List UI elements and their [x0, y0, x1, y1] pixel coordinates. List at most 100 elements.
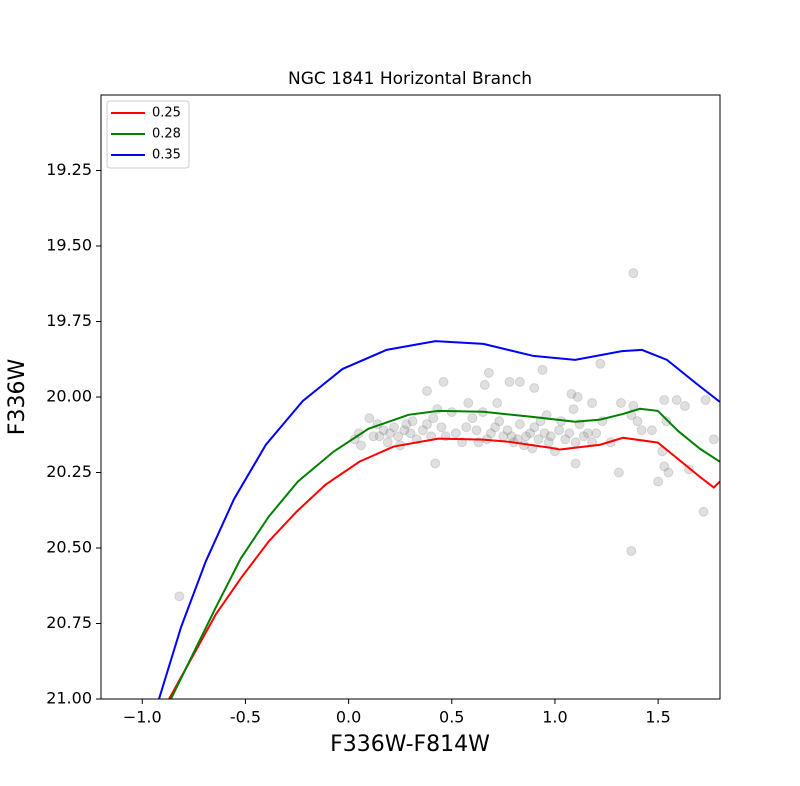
scatter-point	[504, 376, 515, 387]
y-tick-label: 19.50	[46, 236, 92, 255]
scatter-point	[355, 440, 366, 451]
scatter-point	[679, 401, 690, 412]
scatter-point	[378, 425, 389, 436]
scatter-point	[671, 395, 682, 406]
y-tick-label: 20.25	[46, 462, 92, 481]
y-tick-label: 20.75	[46, 613, 92, 632]
scatter-point	[568, 404, 579, 415]
scatter-point	[659, 461, 670, 472]
scatter-point	[521, 431, 532, 442]
scatter-point	[626, 546, 637, 557]
scatter-point	[595, 358, 606, 369]
line-series	[170, 407, 720, 699]
scatter-point	[492, 398, 503, 409]
scatter-point	[545, 431, 556, 442]
scatter-point	[174, 591, 185, 602]
scatter-point	[636, 425, 647, 436]
scatter-point	[374, 431, 385, 442]
line-series	[168, 436, 720, 699]
scatter-point	[405, 428, 416, 439]
scatter-point	[514, 419, 525, 430]
x-tick-label: -0.5	[230, 708, 261, 727]
scatter-point	[615, 398, 626, 409]
scatter-point	[646, 425, 657, 436]
scatter-point	[430, 458, 441, 469]
scatter-point	[401, 419, 412, 430]
scatter-point	[560, 434, 571, 445]
scatter-point	[393, 431, 404, 442]
scatter-point	[490, 422, 501, 433]
scatter-point	[422, 419, 433, 430]
scatter-point	[554, 425, 565, 436]
scatter-point	[566, 388, 577, 399]
scatter-point	[494, 416, 505, 427]
scatter-point	[537, 364, 548, 375]
scatter-point	[564, 428, 575, 439]
y-tick-label: 19.75	[46, 311, 92, 330]
scatter-point	[708, 434, 719, 445]
scatter-point	[483, 367, 494, 378]
scatter-point	[364, 413, 375, 424]
scatter-point	[529, 382, 540, 393]
plot-area	[158, 268, 720, 699]
scatter-point	[514, 376, 525, 387]
x-axis-label: F336W-F814W	[330, 732, 490, 757]
scatter-point	[632, 416, 643, 427]
legend-label: 0.25	[152, 106, 181, 121]
x-tick-label: 0.5	[439, 708, 464, 727]
scatter-point	[570, 437, 581, 448]
legend-label: 0.28	[152, 127, 181, 142]
x-tick-label: 1.0	[542, 708, 567, 727]
scatter-point	[628, 268, 639, 279]
scatter-point	[438, 376, 449, 387]
scatter-point	[422, 385, 433, 396]
scatter-point	[368, 431, 379, 442]
scatter-point	[388, 422, 399, 433]
scatter-point	[587, 398, 598, 409]
scatter-point	[661, 416, 672, 427]
line-series	[158, 340, 720, 699]
x-tick-label: 1.5	[645, 708, 670, 727]
y-tick-label: 21.00	[46, 689, 92, 708]
chart-title: NGC 1841 Horizontal Branch	[288, 69, 532, 89]
scatter-point	[384, 428, 395, 439]
y-axis-label: F336W	[5, 359, 30, 436]
scatter-point	[417, 425, 428, 436]
scatter-point	[463, 398, 474, 409]
scatter-point	[471, 425, 482, 436]
scatter-point	[659, 395, 670, 406]
scatter-point	[461, 422, 472, 433]
scatter-point	[525, 428, 536, 439]
y-tick-label: 20.50	[46, 538, 92, 557]
scatter-point	[653, 476, 664, 487]
scatter-point	[529, 422, 540, 433]
x-tick-label: −1.0	[123, 708, 162, 727]
legend-box	[106, 100, 190, 169]
scatter-point	[407, 416, 418, 427]
scatter-point	[578, 431, 589, 442]
scatter-point	[591, 428, 602, 439]
scatter-point	[450, 428, 461, 439]
scatter-point	[382, 437, 393, 448]
scatter-point	[572, 392, 583, 402]
scatter-point	[502, 425, 513, 436]
scatter-point	[428, 413, 439, 424]
scatter-point	[539, 428, 550, 439]
scatter-point	[570, 458, 581, 469]
scatter-point	[436, 422, 447, 433]
scatter-point	[506, 431, 517, 442]
scatter-point	[533, 434, 544, 445]
scatter-point	[467, 413, 478, 424]
scatter-point	[613, 467, 624, 478]
y-tick-label: 19.25	[46, 160, 92, 179]
legend-label: 0.35	[152, 148, 181, 163]
scatter-point	[399, 425, 410, 436]
scatter-point	[479, 379, 490, 390]
x-tick-label: 0.0	[336, 708, 361, 727]
scatter-point	[700, 395, 711, 406]
scatter-point	[698, 506, 709, 517]
scatter-point	[485, 428, 496, 439]
y-tick-label: 20.00	[46, 387, 92, 406]
